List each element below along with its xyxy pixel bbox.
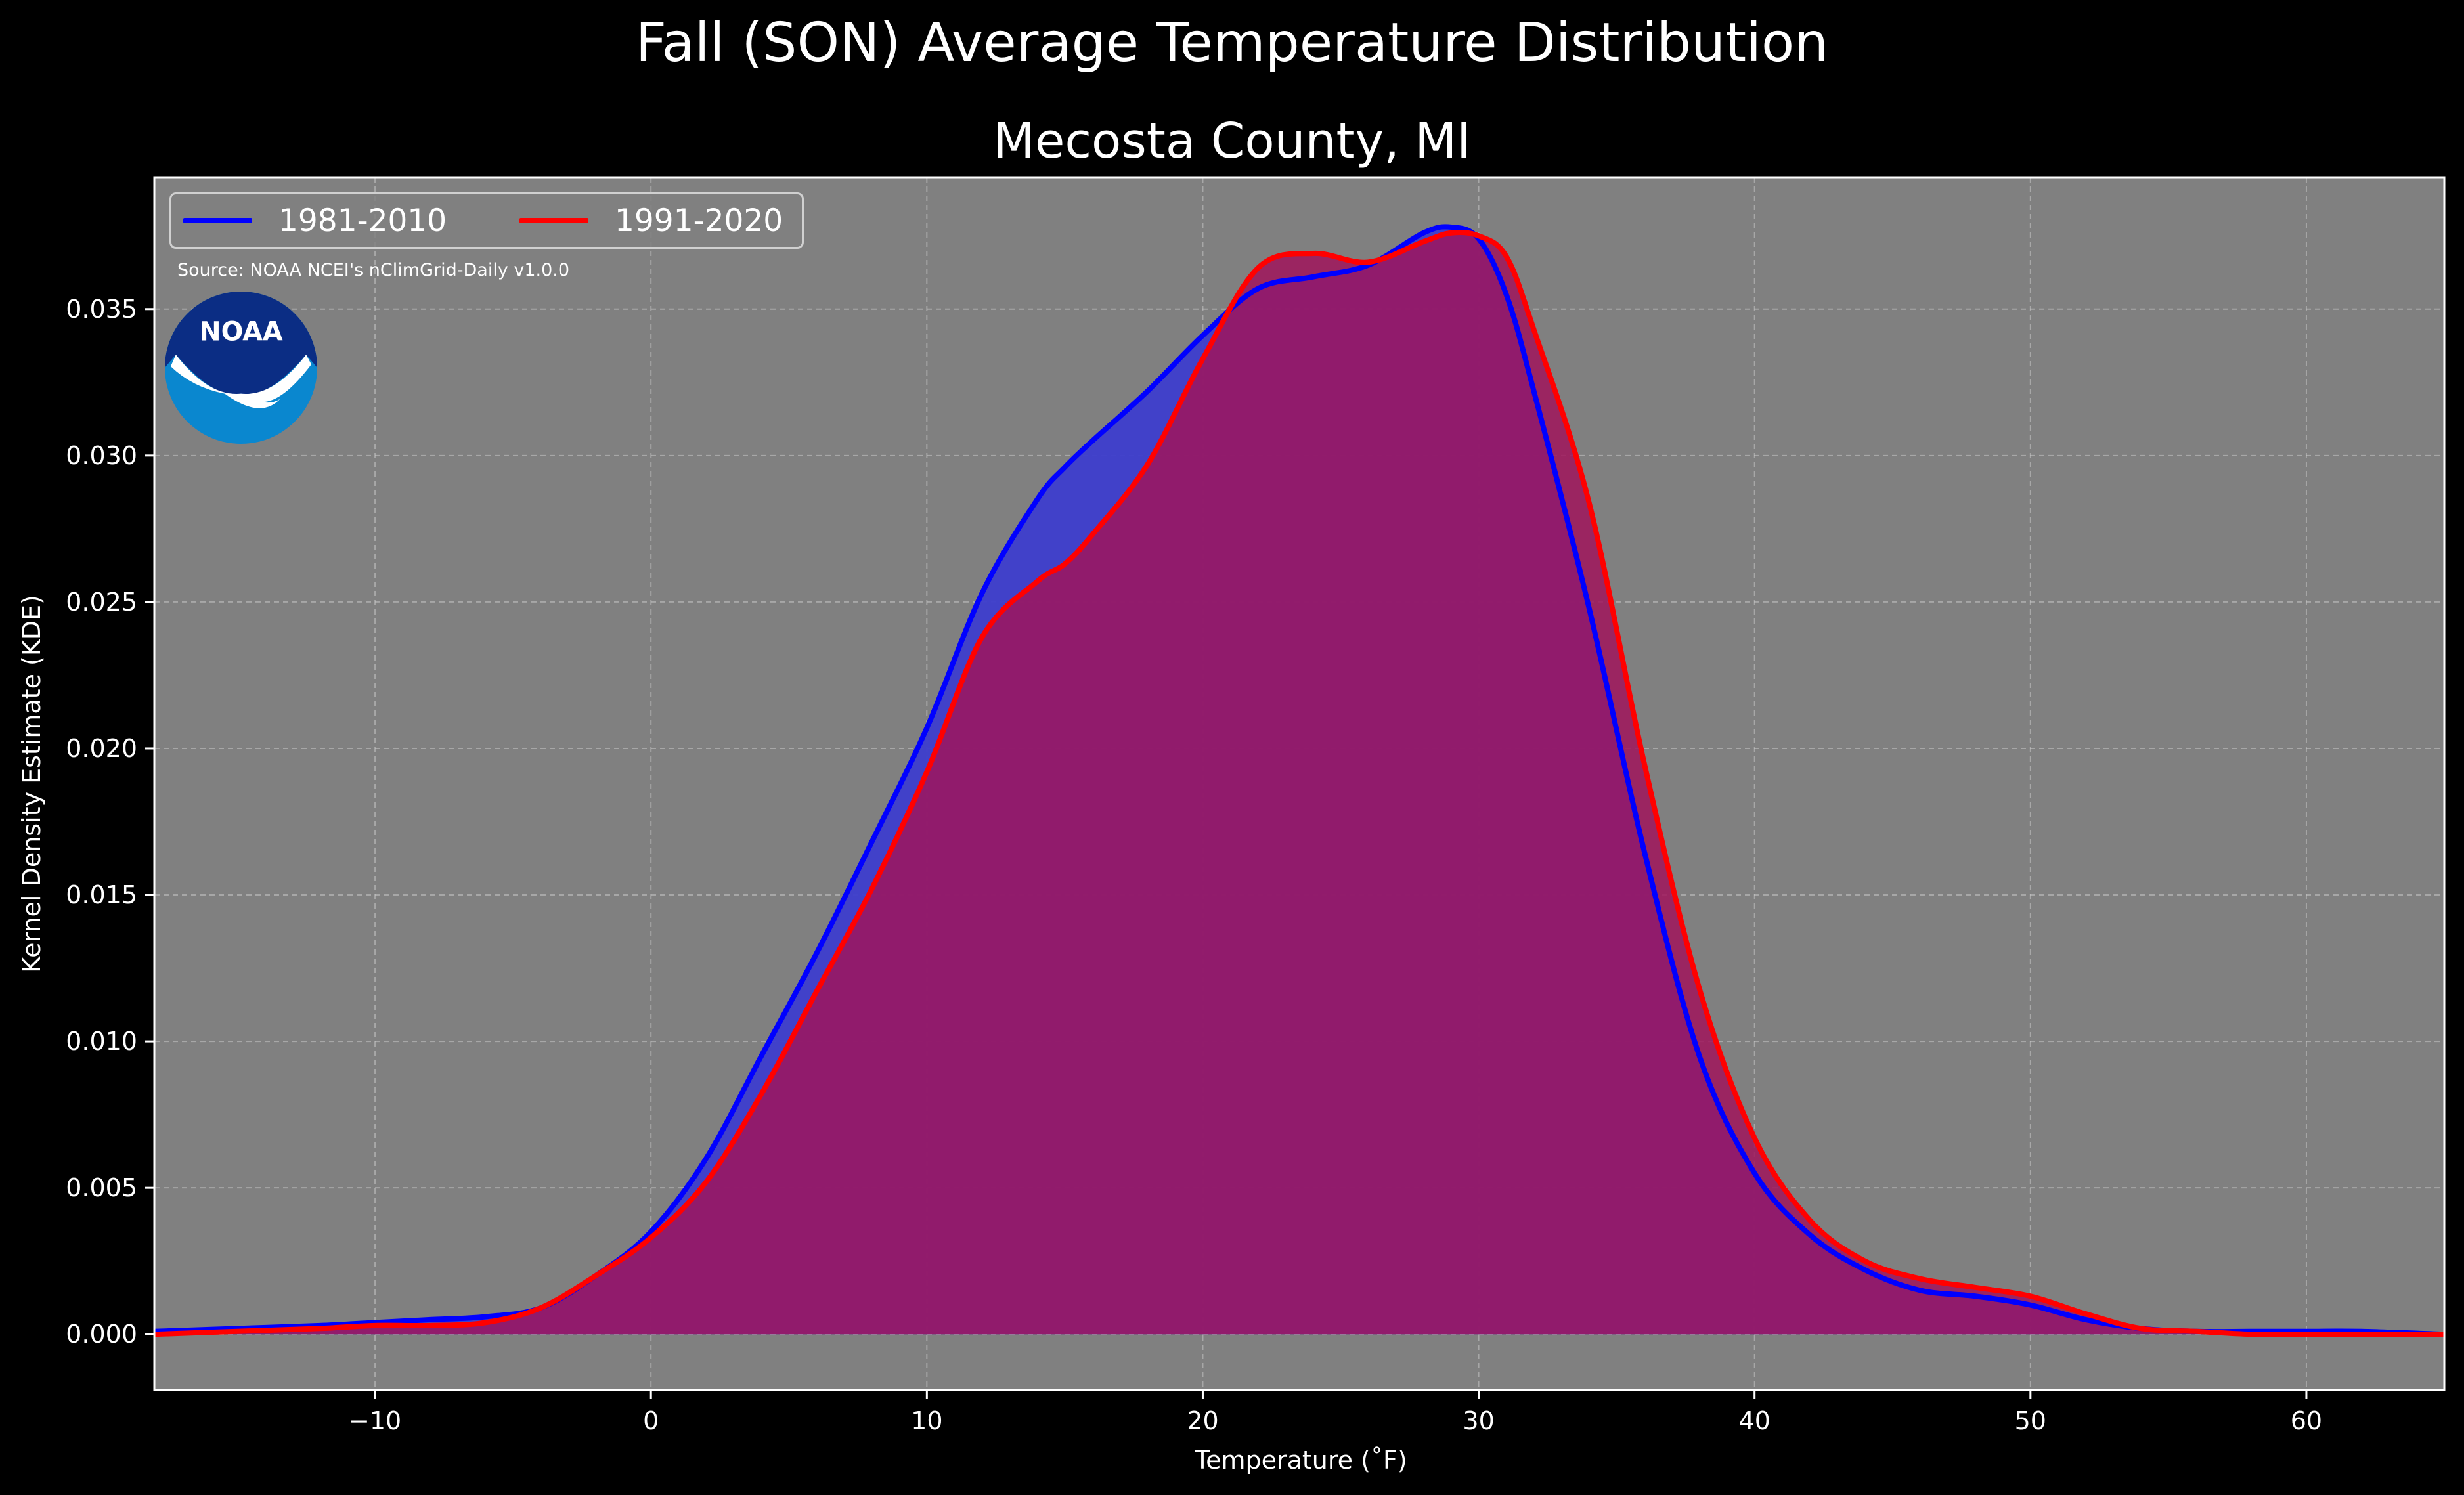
noaa-logo: NOAA [164,291,318,444]
x-tick-label: 10 [911,1406,942,1435]
legend-swatch-1981-2010 [183,218,252,223]
y-tick-label: 0.025 [66,588,137,617]
x-tick-label: −10 [349,1406,401,1435]
legend-label-1991-2020: 1991-2020 [615,202,783,239]
y-tick-label: 0.005 [66,1173,137,1202]
chart-title: Mecosta County, MI [992,113,1472,169]
y-tick-label: 0.010 [66,1027,137,1056]
figure-suptitle: Fall (SON) Average Temperature Distribut… [635,12,1829,74]
y-tick-label: 0.020 [66,734,137,763]
legend: 1981-2010 1991-2020 [169,192,804,249]
series-line-1981-2010 [154,224,2445,1337]
series-line-1991-2020 [154,229,2444,1337]
x-tick-label: 60 [2291,1406,2322,1435]
x-tick-label: 40 [1739,1406,1771,1435]
area-fill-1991-2020 [154,232,2444,1335]
x-tick-label: 30 [1463,1406,1494,1435]
axes-frame [153,176,2446,1391]
y-tick-label: 0.035 [66,295,137,324]
legend-item-1991-2020: 1991-2020 [519,194,783,247]
source-note: Source: NOAA NCEI's nClimGrid-Daily v1.0… [177,260,570,280]
x-tick-label: 50 [2015,1406,2046,1435]
y-tick-label: 0.030 [66,441,137,470]
y-axis-label: Kernel Density Estimate (KDE) [17,595,46,973]
y-tick-label: 0.015 [66,880,137,909]
x-tick-label: 0 [643,1406,659,1435]
x-tick-label: 20 [1187,1406,1218,1435]
noaa-logo-text: NOAA [199,316,283,347]
y-tick-label: 0.000 [66,1320,137,1349]
legend-swatch-1991-2020 [519,218,588,223]
legend-label-1981-2010: 1981-2010 [278,202,447,239]
legend-item-1981-2010: 1981-2010 [183,194,447,247]
x-axis-label: Temperature (˚F) [1195,1446,1407,1475]
